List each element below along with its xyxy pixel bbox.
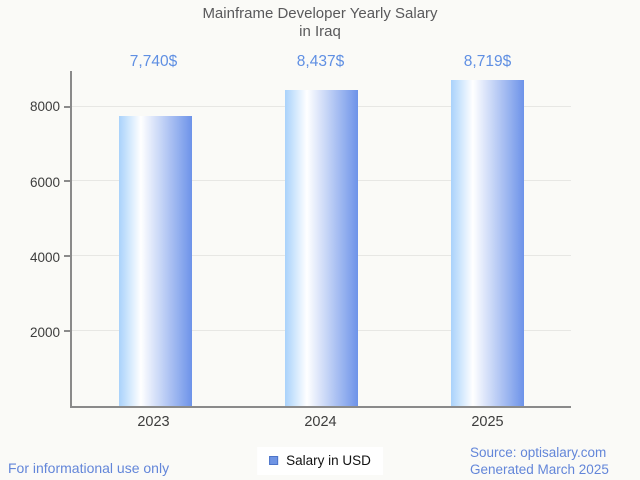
generated-line: Generated March 2025 (470, 461, 609, 477)
legend-label: Salary in USD (286, 453, 371, 468)
disclaimer-text: For informational use only (8, 460, 170, 476)
y-tick-label-4000: 4000 (29, 249, 60, 265)
chart-title-line2: in Iraq (299, 23, 341, 40)
bar-value-label-2024: 8,437$ (296, 53, 345, 70)
y-axis-labels: 2000 4000 6000 8000 (0, 71, 60, 408)
y-tickmark-2000 (64, 330, 71, 333)
bars-container (72, 71, 571, 406)
x-tick-label-2023: 2023 (137, 414, 170, 430)
bar-slot-2023 (72, 71, 238, 406)
bar-2024 (284, 90, 358, 406)
bar-2023 (118, 116, 192, 406)
chart-title: Mainframe Developer Yearly Salary in Ira… (0, 5, 640, 41)
plot-area (64, 71, 571, 408)
bar-value-label-2023: 7,740$ (129, 53, 178, 70)
bar-slot-2024 (238, 71, 404, 406)
y-tick-label-8000: 8000 (29, 99, 60, 115)
y-tick-label-2000: 2000 (29, 324, 60, 340)
y-tickmark-6000 (64, 180, 71, 183)
bar-2025 (451, 79, 525, 406)
x-axis-labels: 2023 2024 2025 (70, 414, 571, 430)
x-tick-label-2025: 2025 (471, 414, 504, 430)
y-tick-label-6000: 6000 (29, 174, 60, 190)
bar-value-labels: 7,740$ 8,437$ 8,719$ (70, 53, 571, 71)
y-tickmark-4000 (64, 255, 71, 258)
source-attribution: Source: optisalary.com Generated March 2… (470, 445, 609, 478)
bar-value-label-2025: 8,719$ (463, 53, 512, 70)
source-line: Source: optisalary.com (470, 445, 607, 460)
y-tickmark-8000 (64, 105, 71, 108)
chart-title-line1: Mainframe Developer Yearly Salary (202, 5, 438, 22)
legend-marker-square-icon (269, 456, 279, 465)
x-tick-label-2024: 2024 (304, 414, 337, 430)
legend: Salary in USD (257, 447, 383, 475)
bar-slot-2025 (405, 71, 571, 406)
